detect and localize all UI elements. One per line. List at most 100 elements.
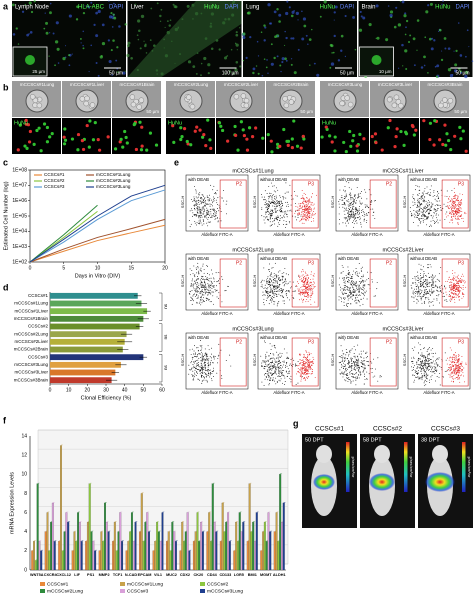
event-dot xyxy=(350,210,352,212)
event-dot xyxy=(208,217,210,219)
event-dot xyxy=(456,209,458,211)
cell-signal xyxy=(440,58,444,62)
bar xyxy=(250,531,253,571)
cell-signal xyxy=(263,58,266,60)
event-dot xyxy=(309,286,311,287)
event-dot xyxy=(353,346,355,348)
event-dot xyxy=(342,206,344,208)
event-dot xyxy=(197,283,199,285)
cell-signal xyxy=(428,37,432,41)
event-dot xyxy=(458,287,460,289)
event-dot xyxy=(432,282,434,284)
event-dot xyxy=(284,192,286,194)
x-tick-label: 0 xyxy=(29,265,32,271)
event-dot xyxy=(279,376,280,377)
event-dot xyxy=(292,297,294,299)
bar xyxy=(125,550,128,571)
event-dot xyxy=(268,382,270,384)
event-dot xyxy=(422,192,424,194)
nucleus xyxy=(290,137,294,141)
event-dot xyxy=(314,214,316,216)
event-dot xyxy=(348,302,349,304)
event-dot xyxy=(271,197,273,199)
event-dot xyxy=(355,281,357,283)
event-dot xyxy=(417,276,419,278)
event-dot xyxy=(270,298,272,299)
event-dot xyxy=(348,355,349,357)
event-dot xyxy=(303,354,305,356)
event-dot xyxy=(207,266,208,267)
event-dot xyxy=(344,286,346,288)
event-dot xyxy=(269,278,271,280)
nucleus xyxy=(145,148,149,152)
event-dot xyxy=(353,195,355,197)
event-dot xyxy=(217,271,219,273)
event-dot xyxy=(363,368,365,370)
event-dot xyxy=(462,220,464,222)
event-dot xyxy=(271,299,273,301)
event-dot xyxy=(459,285,461,287)
cell-signal xyxy=(15,27,18,30)
event-dot xyxy=(211,215,213,217)
event-dot xyxy=(199,301,201,303)
event-dot xyxy=(269,300,271,301)
bar xyxy=(254,541,256,571)
event-dot xyxy=(290,287,292,289)
event-dot xyxy=(206,212,208,214)
event-dot xyxy=(201,198,203,200)
event-dot xyxy=(362,363,364,365)
event-dot xyxy=(308,351,310,353)
event-dot xyxy=(450,201,452,202)
event-dot xyxy=(212,215,214,217)
event-dot xyxy=(198,357,200,359)
event-dot xyxy=(450,291,452,293)
event-dot xyxy=(211,347,213,349)
event-dot xyxy=(209,374,211,376)
event-dot xyxy=(452,289,454,291)
event-dot xyxy=(279,206,281,208)
nucleus xyxy=(81,147,86,152)
event-dot xyxy=(421,216,423,217)
event-dot xyxy=(225,360,227,362)
event-dot xyxy=(434,205,436,207)
event-dot xyxy=(270,364,272,366)
event-dot xyxy=(301,362,303,364)
event-dot xyxy=(433,209,435,211)
event-dot xyxy=(418,192,420,194)
event-dot xyxy=(210,211,212,213)
fluorescent-image xyxy=(216,118,265,154)
event-dot xyxy=(194,276,196,278)
event-dot xyxy=(293,290,295,292)
event-dot xyxy=(311,196,313,198)
event-dot xyxy=(455,218,457,219)
cell-signal xyxy=(252,71,255,75)
event-dot xyxy=(197,359,199,361)
event-dot xyxy=(354,207,356,208)
event-dot xyxy=(432,360,434,362)
event-dot xyxy=(207,280,209,282)
event-dot xyxy=(357,358,359,360)
category-label: N-CAD xyxy=(125,573,137,577)
event-dot xyxy=(297,382,299,384)
event-dot xyxy=(199,214,200,216)
event-dot xyxy=(302,195,304,197)
event-dot xyxy=(439,291,441,293)
event-dot xyxy=(269,290,271,292)
event-dot xyxy=(207,356,209,358)
event-dot xyxy=(351,369,353,371)
event-dot xyxy=(208,363,210,365)
event-dot xyxy=(299,369,301,371)
event-dot xyxy=(422,197,424,199)
event-dot xyxy=(344,289,346,291)
bar xyxy=(194,531,197,571)
event-dot xyxy=(432,304,434,306)
event-dot xyxy=(425,297,427,299)
event-dot xyxy=(420,197,422,199)
event-dot xyxy=(352,204,354,206)
event-dot xyxy=(307,368,309,370)
event-dot xyxy=(432,275,434,277)
nucleus xyxy=(358,132,362,136)
event-dot xyxy=(412,282,414,284)
event-dot xyxy=(430,294,432,296)
event-dot xyxy=(200,280,202,282)
